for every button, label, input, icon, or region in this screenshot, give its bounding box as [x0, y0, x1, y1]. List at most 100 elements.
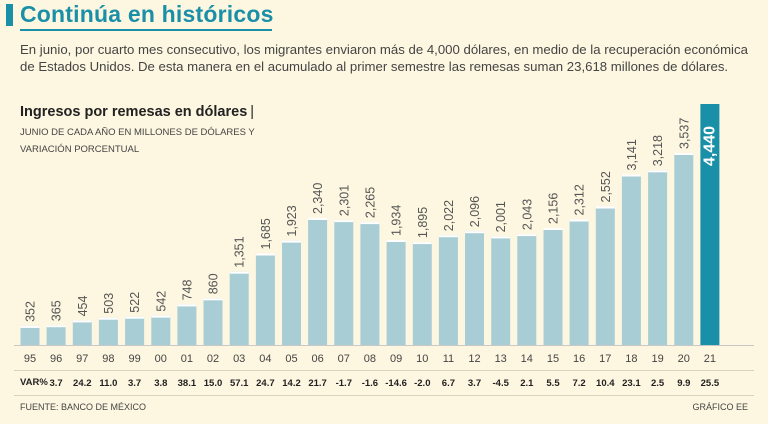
- bar-cap-10: [412, 242, 432, 245]
- bar-value-label-19: 3,218: [651, 135, 665, 166]
- x-tick-label-14: 14: [521, 353, 533, 365]
- x-tick-label-98: 98: [102, 353, 114, 365]
- x-tick-label-09: 09: [390, 353, 402, 365]
- x-tick-label-12: 12: [468, 353, 480, 365]
- bar-value-label-11: 2,022: [442, 200, 456, 231]
- x-tick-label-05: 05: [285, 353, 297, 365]
- variation-value-05: 14.2: [282, 378, 301, 389]
- variation-value-96: 3.7: [49, 378, 62, 389]
- bar-02: [203, 298, 223, 345]
- header-accent-bar: [6, 4, 13, 26]
- bar-cap-12: [465, 231, 484, 234]
- bar-07: [334, 220, 354, 345]
- x-tick-label-97: 97: [76, 353, 88, 365]
- bar-value-label-96: 365: [50, 300, 64, 321]
- variation-value-97: 24.2: [73, 378, 92, 389]
- bar-cap-14: [517, 234, 537, 237]
- bar-value-label-99: 522: [128, 292, 142, 313]
- bar-11: [438, 235, 458, 345]
- bar-cap-04: [255, 253, 275, 256]
- x-tick-label-11: 11: [443, 353, 454, 365]
- bar-06: [308, 218, 328, 345]
- bar-cap-00: [151, 315, 171, 318]
- chart-subtitle-line-2: VARIACIÓN PORCENTUAL: [20, 144, 140, 155]
- bar-18: [621, 174, 641, 345]
- bar-15: [543, 228, 563, 345]
- bar-cap-99: [125, 316, 145, 319]
- variation-value-02: 15.0: [204, 378, 223, 389]
- x-tick-label-95: 95: [24, 353, 36, 365]
- bar-01: [177, 304, 197, 345]
- bar-value-label-15: 2,156: [547, 193, 561, 224]
- bar-10: [412, 242, 432, 345]
- variation-value-21: 25.5: [701, 378, 720, 389]
- variation-value-14: 2.1: [520, 378, 534, 389]
- bar-value-label-97: 454: [76, 295, 90, 316]
- x-tick-label-19: 19: [651, 353, 663, 365]
- bar-value-label-18: 3,141: [625, 139, 639, 170]
- variation-value-03: 57.1: [230, 378, 249, 389]
- bar-value-label-21: 4,440: [701, 126, 718, 166]
- x-tick-label-20: 20: [678, 353, 690, 365]
- x-tick-label-16: 16: [573, 353, 585, 365]
- bar-value-label-05: 1,923: [285, 205, 299, 236]
- x-tick-label-02: 02: [207, 353, 219, 365]
- bar-value-label-09: 1,934: [390, 205, 404, 236]
- variation-value-17: 10.4: [596, 378, 615, 389]
- x-tick-label-96: 96: [50, 353, 62, 365]
- variation-value-08: -1.6: [362, 378, 378, 389]
- variation-value-16: 7.2: [572, 378, 585, 389]
- bar-cap-09: [386, 240, 406, 242]
- x-tick-label-18: 18: [625, 353, 637, 365]
- bar-cap-17: [595, 206, 615, 209]
- bar-16: [569, 219, 589, 345]
- bar-00: [151, 315, 171, 345]
- source-note: FUENTE: BANCO DE MÉXICO: [20, 402, 147, 412]
- bar-cap-13: [491, 236, 511, 239]
- bar-cap-05: [282, 240, 301, 243]
- bar-14: [517, 234, 537, 345]
- bar-value-label-04: 1,685: [259, 218, 273, 249]
- bar-value-label-07: 2,301: [337, 185, 351, 216]
- graphic-credit: GRÁFICO EE: [692, 402, 748, 412]
- bar-value-label-10: 1,895: [416, 207, 430, 238]
- header-underline: [20, 29, 272, 31]
- bar-cap-07: [334, 220, 354, 223]
- variation-value-20: 9.9: [677, 378, 690, 389]
- x-tick-label-10: 10: [416, 353, 428, 365]
- bar-97: [72, 320, 92, 345]
- variation-value-01: 38.1: [178, 378, 197, 389]
- bar-cap-20: [674, 153, 694, 155]
- variation-value-00: 3.8: [154, 378, 167, 389]
- bar-cap-02: [203, 298, 223, 301]
- bar-value-label-13: 2,001: [494, 201, 508, 232]
- bar-cap-06: [308, 218, 328, 220]
- x-tick-label-13: 13: [495, 353, 507, 365]
- bar-cap-97: [72, 320, 92, 323]
- x-tick-label-00: 00: [155, 353, 167, 365]
- bar-value-label-00: 542: [154, 291, 168, 312]
- x-tick-label-01: 01: [181, 353, 193, 365]
- bar-99: [125, 316, 145, 345]
- bar-96: [46, 325, 66, 345]
- chart-subtitle-line-1: JUNIO DE CADA AÑO EN MILLONES DE DÓLARES…: [20, 127, 255, 138]
- x-tick-label-17: 17: [599, 353, 611, 365]
- x-tick-label-03: 03: [233, 353, 245, 365]
- bar-19: [648, 170, 668, 345]
- x-tick-label-07: 07: [338, 353, 350, 365]
- bar-value-label-98: 503: [102, 293, 116, 314]
- bar-03: [229, 271, 249, 345]
- x-tick-label-08: 08: [364, 353, 376, 365]
- bar-value-label-95: 352: [24, 301, 38, 322]
- variation-value-07: -1.7: [336, 378, 352, 389]
- bar-21: [700, 104, 720, 345]
- variation-value-19: 2.5: [651, 378, 665, 389]
- bar-value-label-12: 2,096: [468, 196, 482, 227]
- bar-value-label-01: 748: [180, 279, 194, 300]
- variation-value-99: 3.7: [128, 378, 141, 389]
- bar-cap-08: [360, 222, 380, 225]
- bar-cap-11: [438, 235, 458, 238]
- bar-cap-96: [46, 325, 66, 328]
- bar-value-label-17: 2,552: [599, 171, 613, 202]
